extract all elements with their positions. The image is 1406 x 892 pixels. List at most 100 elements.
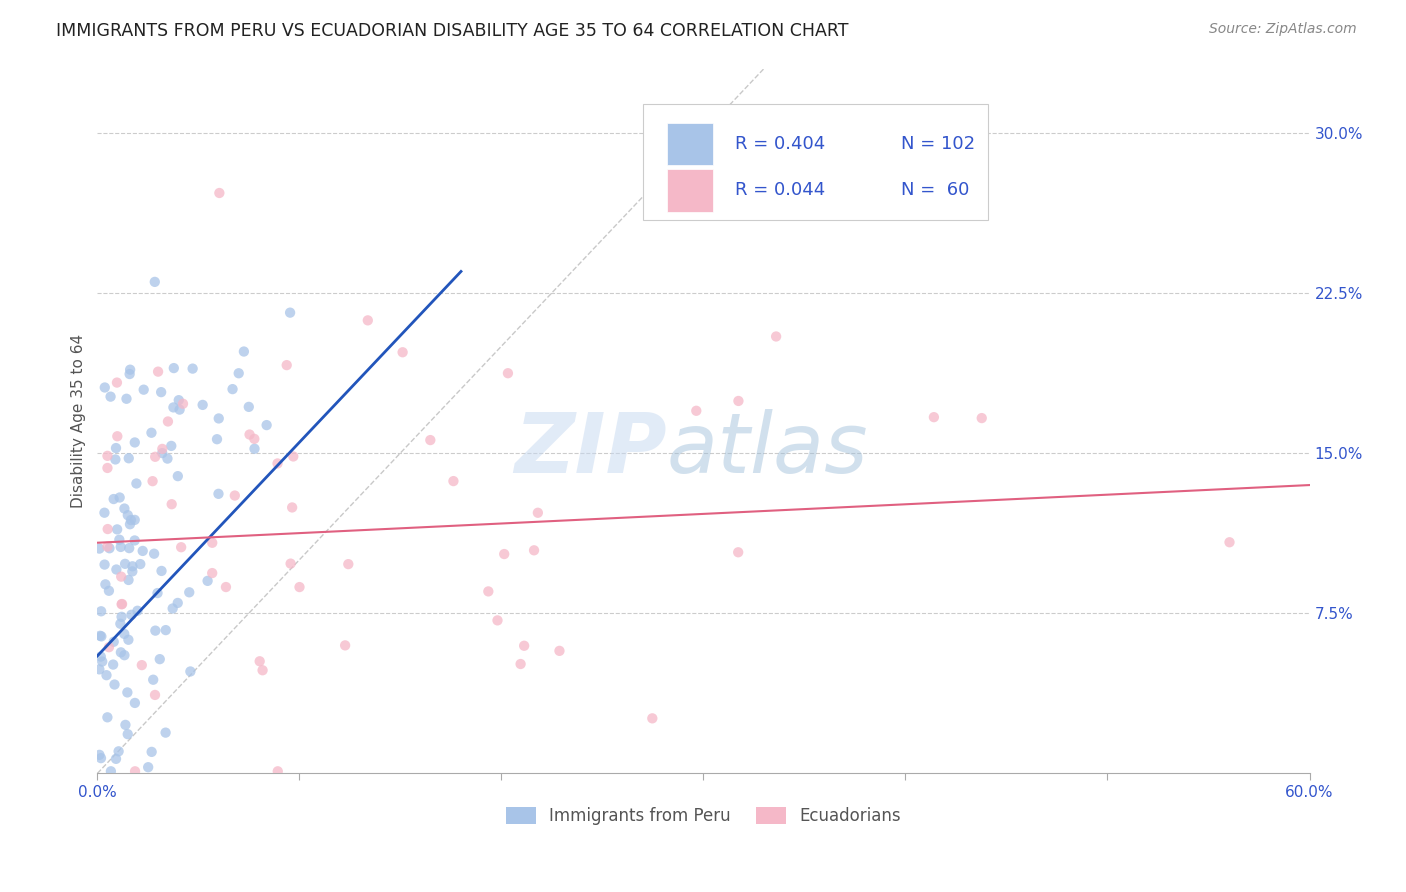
Point bbox=[105, 522, 128, 536]
Point bbox=[166, 596, 188, 610]
Point bbox=[97, 522, 120, 536]
Point bbox=[143, 450, 166, 464]
Point bbox=[727, 394, 749, 409]
Point bbox=[90, 629, 112, 643]
Point bbox=[112, 627, 135, 641]
Point bbox=[1218, 535, 1240, 549]
Point bbox=[96, 461, 118, 475]
Point bbox=[527, 506, 550, 520]
Point bbox=[179, 665, 201, 679]
Point bbox=[477, 584, 499, 599]
Point bbox=[685, 404, 707, 418]
Point bbox=[110, 610, 132, 624]
Point bbox=[105, 752, 128, 766]
Point bbox=[207, 487, 229, 501]
Point bbox=[93, 506, 115, 520]
Point bbox=[91, 655, 114, 669]
Point bbox=[118, 517, 141, 532]
Point bbox=[163, 361, 186, 376]
Point bbox=[486, 613, 509, 627]
Point bbox=[114, 557, 136, 571]
Point bbox=[156, 414, 179, 428]
Point bbox=[124, 533, 146, 548]
Point bbox=[110, 616, 132, 631]
Point bbox=[121, 559, 143, 574]
Point bbox=[124, 513, 146, 527]
Text: N = 102: N = 102 bbox=[901, 135, 976, 153]
Point bbox=[509, 657, 531, 671]
Point bbox=[160, 497, 183, 511]
Point bbox=[922, 410, 945, 425]
Point bbox=[112, 648, 135, 663]
Point bbox=[94, 380, 117, 394]
Point bbox=[101, 657, 124, 672]
Point bbox=[105, 429, 128, 443]
Point bbox=[166, 469, 188, 483]
Point bbox=[97, 640, 120, 655]
Point bbox=[280, 557, 302, 571]
Point bbox=[104, 452, 127, 467]
Point bbox=[150, 442, 173, 456]
Point bbox=[179, 585, 201, 599]
Point bbox=[167, 393, 190, 408]
Text: R = 0.404: R = 0.404 bbox=[735, 135, 825, 153]
Point bbox=[127, 604, 149, 618]
Point bbox=[419, 433, 441, 447]
Point bbox=[117, 508, 139, 523]
FancyBboxPatch shape bbox=[666, 169, 713, 211]
Text: IMMIGRANTS FROM PERU VS ECUADORIAN DISABILITY AGE 35 TO 64 CORRELATION CHART: IMMIGRANTS FROM PERU VS ECUADORIAN DISAB… bbox=[56, 22, 849, 40]
Point bbox=[90, 649, 112, 664]
Point bbox=[523, 543, 546, 558]
Point bbox=[132, 383, 155, 397]
Point bbox=[89, 662, 111, 676]
Point bbox=[125, 476, 148, 491]
Point bbox=[103, 677, 125, 691]
Point bbox=[96, 710, 118, 724]
Point bbox=[970, 411, 993, 425]
Point bbox=[238, 427, 260, 442]
Point bbox=[90, 604, 112, 618]
Point bbox=[110, 597, 132, 611]
Point bbox=[120, 362, 142, 376]
Point bbox=[114, 718, 136, 732]
Point bbox=[143, 547, 166, 561]
Point bbox=[201, 566, 224, 580]
Point bbox=[238, 400, 260, 414]
Point bbox=[221, 382, 243, 396]
Point bbox=[150, 385, 173, 400]
Point bbox=[249, 654, 271, 668]
Point bbox=[124, 764, 146, 779]
Point bbox=[131, 658, 153, 673]
Point bbox=[278, 305, 301, 319]
Point bbox=[97, 583, 120, 598]
Point bbox=[129, 557, 152, 571]
Point bbox=[155, 623, 177, 637]
Point bbox=[283, 450, 305, 464]
Point bbox=[267, 764, 290, 779]
Point bbox=[103, 634, 125, 648]
Point bbox=[108, 533, 131, 547]
Point bbox=[548, 644, 571, 658]
Point bbox=[89, 629, 111, 643]
Point bbox=[117, 685, 139, 699]
Point bbox=[357, 313, 380, 327]
Point bbox=[215, 580, 238, 594]
Point bbox=[117, 573, 139, 587]
Point bbox=[105, 562, 128, 576]
Point bbox=[143, 275, 166, 289]
Point bbox=[243, 432, 266, 446]
Point bbox=[103, 491, 125, 506]
Point bbox=[197, 574, 219, 588]
Point bbox=[496, 366, 519, 380]
Point bbox=[181, 361, 204, 376]
Point bbox=[105, 376, 128, 390]
Point bbox=[96, 449, 118, 463]
Point bbox=[641, 711, 664, 725]
Point bbox=[232, 344, 254, 359]
Point bbox=[110, 540, 132, 554]
Point bbox=[208, 186, 231, 200]
Point bbox=[172, 397, 194, 411]
Point bbox=[120, 607, 142, 622]
Point bbox=[110, 569, 132, 583]
Point bbox=[117, 727, 139, 741]
